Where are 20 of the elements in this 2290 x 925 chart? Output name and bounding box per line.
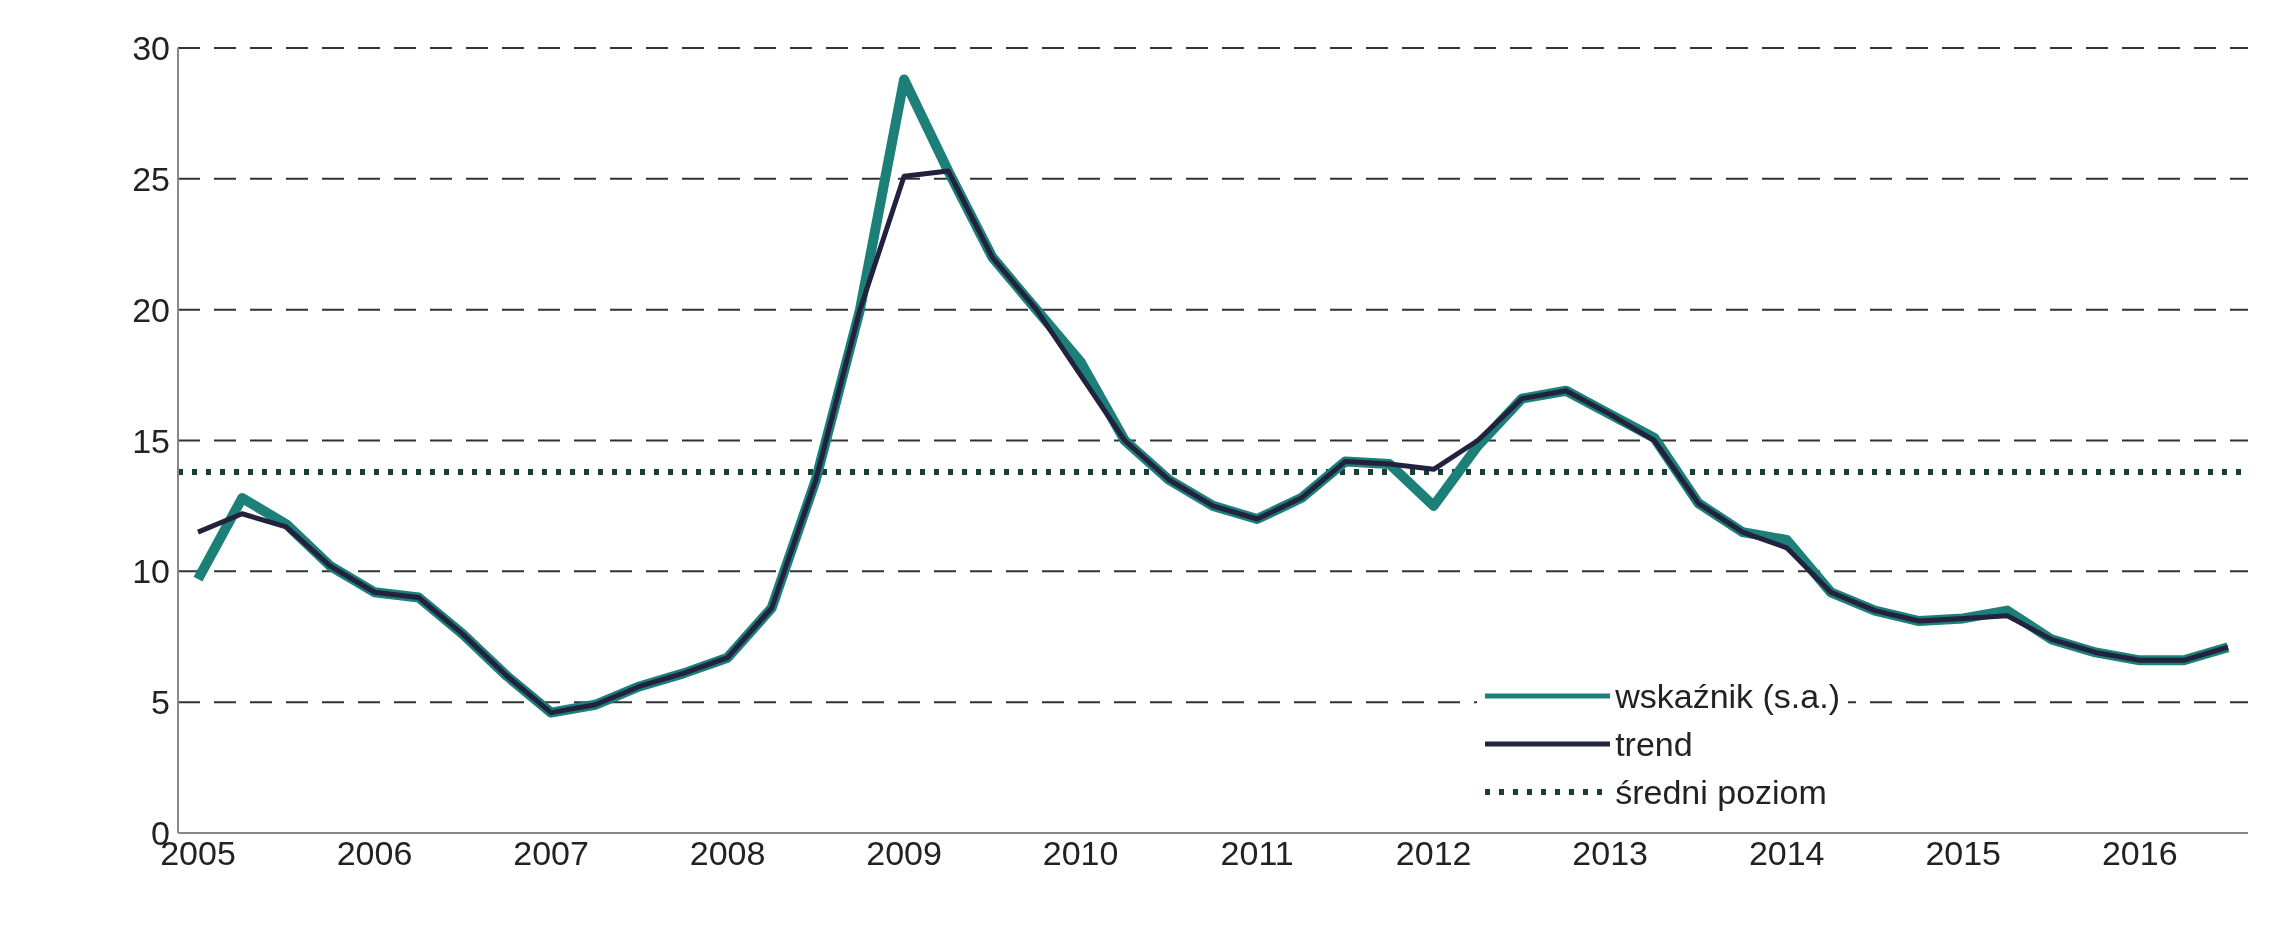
- y-tick-label: 20: [132, 290, 170, 329]
- x-tick-label: 2008: [689, 834, 766, 873]
- y-tick-label: 5: [151, 683, 170, 722]
- x-tick-label: 2015: [1925, 834, 2002, 873]
- x-tick-label: 2009: [866, 834, 942, 873]
- x-tick-label: 2013: [1572, 834, 1648, 873]
- y-tick-label: 30: [132, 29, 170, 68]
- legend-label: wskaźnik (s.a.): [1615, 676, 1840, 717]
- x-tick-label: 2014: [1748, 834, 1825, 873]
- legend-label: trend: [1615, 724, 1693, 765]
- x-tick-label: 2012: [1395, 834, 1472, 873]
- legend-label: średni poziom: [1615, 772, 1827, 813]
- y-tick-label: 15: [132, 421, 170, 460]
- x-tick-label: 2010: [1042, 834, 1119, 873]
- y-tick-label: 10: [132, 552, 170, 591]
- x-tick-label: 2011: [1220, 834, 1294, 873]
- x-tick-label: 2016: [2101, 834, 2178, 873]
- x-tick-label: 2007: [513, 834, 589, 873]
- x-tick-label: 2006: [336, 834, 413, 873]
- y-tick-label: 25: [132, 159, 170, 198]
